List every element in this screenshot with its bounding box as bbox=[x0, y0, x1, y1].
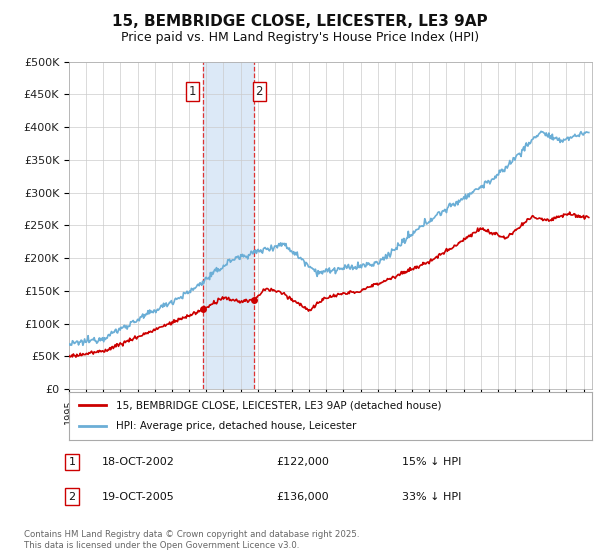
Text: 15, BEMBRIDGE CLOSE, LEICESTER, LE3 9AP: 15, BEMBRIDGE CLOSE, LEICESTER, LE3 9AP bbox=[112, 14, 488, 29]
Text: Contains HM Land Registry data © Crown copyright and database right 2025.: Contains HM Land Registry data © Crown c… bbox=[24, 530, 359, 539]
Text: 15, BEMBRIDGE CLOSE, LEICESTER, LE3 9AP (detached house): 15, BEMBRIDGE CLOSE, LEICESTER, LE3 9AP … bbox=[116, 400, 442, 410]
Text: 1: 1 bbox=[188, 85, 196, 97]
Text: 1: 1 bbox=[68, 457, 76, 467]
Text: 2: 2 bbox=[256, 85, 263, 97]
Text: 2: 2 bbox=[68, 492, 76, 502]
Text: 33% ↓ HPI: 33% ↓ HPI bbox=[402, 492, 461, 502]
Text: 18-OCT-2002: 18-OCT-2002 bbox=[102, 457, 175, 467]
Text: HPI: Average price, detached house, Leicester: HPI: Average price, detached house, Leic… bbox=[116, 421, 356, 431]
Text: £122,000: £122,000 bbox=[276, 457, 329, 467]
Text: 19-OCT-2005: 19-OCT-2005 bbox=[102, 492, 175, 502]
Text: 15% ↓ HPI: 15% ↓ HPI bbox=[402, 457, 461, 467]
Text: Price paid vs. HM Land Registry's House Price Index (HPI): Price paid vs. HM Land Registry's House … bbox=[121, 31, 479, 44]
Bar bbox=[203, 62, 254, 389]
Text: This data is licensed under the Open Government Licence v3.0.: This data is licensed under the Open Gov… bbox=[24, 541, 299, 550]
Text: £136,000: £136,000 bbox=[276, 492, 329, 502]
